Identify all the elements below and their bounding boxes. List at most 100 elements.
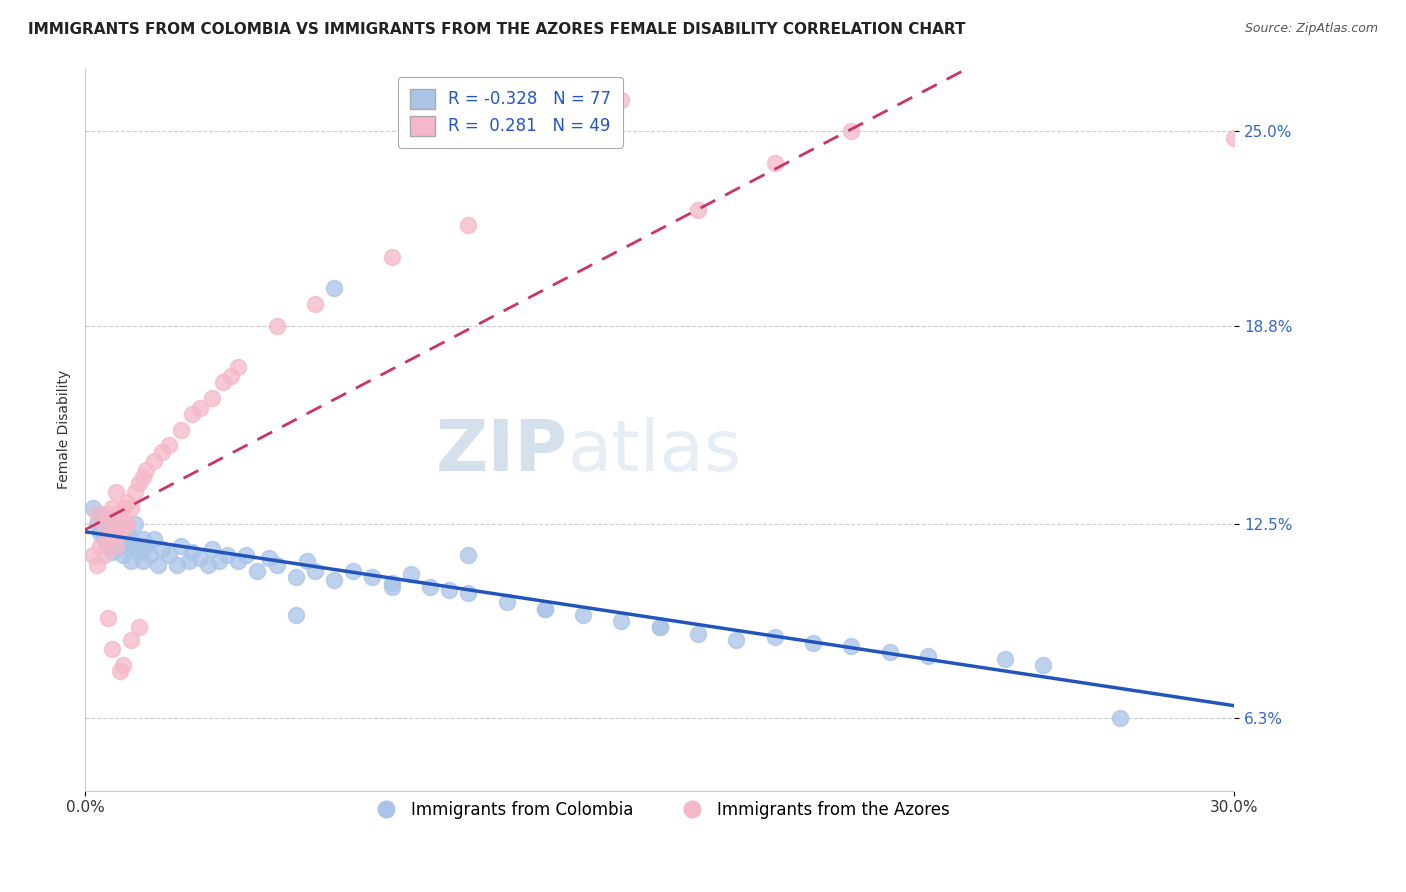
Point (135, 463, 157, 477)
Point (112, 501, 135, 516)
Point (648, 620, 671, 634)
Point (170, 539, 193, 553)
Point (841, 124, 863, 138)
Point (157, 548, 180, 562)
Point (495, 595, 517, 609)
Point (143, 454, 166, 468)
Point (228, 359, 250, 374)
Point (304, 564, 326, 578)
Point (763, 155, 786, 169)
Point (97, 533, 120, 547)
Point (323, 574, 346, 588)
Point (170, 423, 193, 437)
Point (235, 548, 257, 562)
Point (128, 475, 150, 490)
Point (208, 554, 231, 568)
Point (200, 541, 222, 556)
Point (157, 438, 180, 452)
Point (120, 533, 142, 547)
Point (120, 554, 142, 568)
Point (572, 607, 595, 622)
Point (150, 444, 173, 458)
Point (112, 548, 135, 562)
Point (688, 202, 710, 217)
Point (841, 639, 863, 653)
Point (124, 485, 146, 500)
Point (228, 554, 250, 568)
Point (1108, 711, 1130, 725)
Point (381, 576, 404, 591)
Point (131, 469, 153, 483)
Point (104, 485, 127, 500)
Point (120, 632, 142, 647)
Point (197, 558, 219, 572)
Point (108, 665, 131, 679)
Point (93, 510, 115, 524)
Point (135, 539, 157, 553)
Point (131, 533, 153, 547)
Point (101, 545, 124, 559)
Point (97, 611, 120, 625)
Point (181, 407, 204, 421)
Point (101, 526, 124, 541)
Point (534, 601, 557, 615)
Point (266, 558, 288, 572)
Point (361, 570, 384, 584)
Point (108, 520, 131, 534)
Point (297, 554, 319, 568)
Point (177, 554, 200, 568)
Point (115, 539, 138, 553)
Point (381, 580, 404, 594)
Point (457, 219, 479, 233)
Point (115, 495, 138, 509)
Point (115, 516, 138, 531)
Point (304, 297, 326, 311)
Point (124, 539, 146, 553)
Point (688, 626, 710, 640)
Point (104, 533, 127, 547)
Point (399, 566, 422, 581)
Point (917, 648, 939, 663)
Point (610, 93, 633, 107)
Point (101, 501, 124, 516)
Point (457, 548, 479, 562)
Point (93, 548, 115, 562)
Point (381, 250, 404, 264)
Point (879, 645, 901, 659)
Point (181, 545, 204, 559)
Text: atlas: atlas (568, 417, 742, 486)
Point (801, 636, 824, 650)
Point (93, 516, 115, 531)
Point (266, 318, 288, 333)
Point (101, 642, 124, 657)
Point (101, 526, 124, 541)
Legend: Immigrants from Colombia, Immigrants from the Azores: Immigrants from Colombia, Immigrants fro… (363, 794, 956, 826)
Point (128, 620, 150, 634)
Point (86, 558, 108, 572)
Point (115, 526, 138, 541)
Point (143, 533, 166, 547)
Point (212, 376, 235, 390)
Point (146, 558, 169, 572)
Point (104, 516, 127, 531)
Point (97, 539, 120, 553)
Point (104, 539, 127, 553)
Point (419, 580, 441, 594)
Point (284, 570, 307, 584)
Point (104, 516, 127, 531)
Point (188, 401, 211, 415)
Point (610, 614, 633, 628)
Point (131, 554, 153, 568)
Point (323, 281, 346, 295)
Point (86, 508, 108, 522)
Point (112, 533, 135, 547)
Point (763, 630, 786, 644)
Point (1032, 658, 1054, 673)
Point (246, 564, 269, 578)
Point (86, 516, 108, 531)
Point (108, 539, 131, 553)
Point (120, 501, 142, 516)
Point (215, 548, 238, 562)
Text: IMMIGRANTS FROM COLOMBIA VS IMMIGRANTS FROM THE AZORES FEMALE DISABILITY CORRELA: IMMIGRANTS FROM COLOMBIA VS IMMIGRANTS F… (28, 22, 966, 37)
Point (200, 391, 222, 405)
